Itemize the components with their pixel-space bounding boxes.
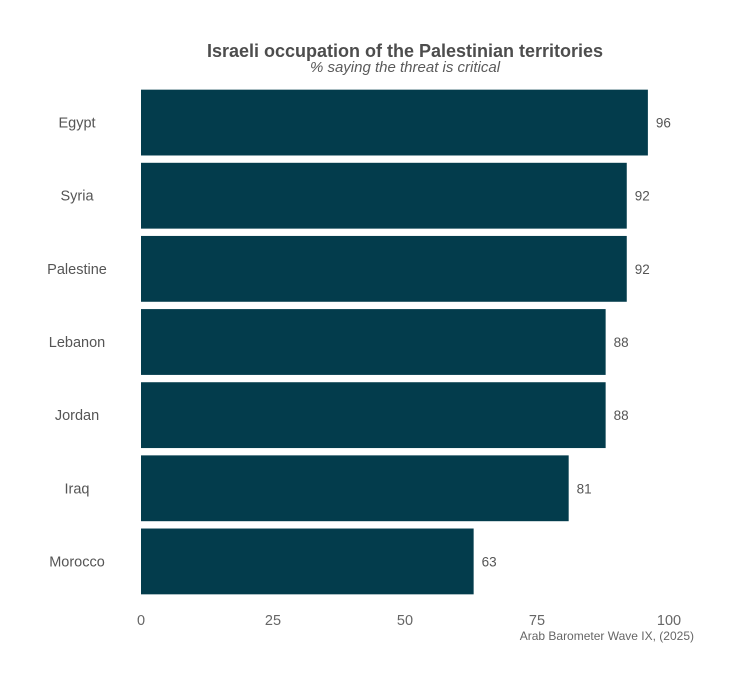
- bar-morocco: [141, 528, 474, 595]
- x-tick-label-0: 0: [137, 613, 145, 629]
- bar-egypt: [141, 89, 648, 156]
- x-axis: 0 25 50 75 100: [137, 613, 681, 629]
- value-label-syria: 92: [635, 189, 650, 204]
- value-label-iraq: 81: [577, 481, 592, 496]
- value-label-morocco: 63: [482, 554, 497, 569]
- bar-jordan: [141, 382, 606, 449]
- category-label-iraq: Iraq: [65, 481, 90, 497]
- chart-subtitle: % saying the threat is critical: [310, 59, 501, 76]
- value-labels: 96 92 92 88 88 81 63: [482, 116, 671, 570]
- x-tick-label-100: 100: [657, 613, 681, 629]
- category-label-palestine: Palestine: [47, 262, 107, 278]
- category-label-egypt: Egypt: [58, 116, 95, 132]
- bars: [141, 89, 648, 595]
- category-label-lebanon: Lebanon: [49, 335, 105, 351]
- x-tick-label-50: 50: [397, 613, 413, 629]
- value-label-jordan: 88: [614, 408, 629, 423]
- bar-palestine: [141, 235, 627, 302]
- x-tick-label-25: 25: [265, 613, 281, 629]
- bar-syria: [141, 162, 627, 229]
- category-label-syria: Syria: [60, 189, 94, 205]
- category-label-jordan: Jordan: [55, 408, 99, 424]
- category-label-morocco: Morocco: [49, 554, 105, 570]
- value-label-lebanon: 88: [614, 335, 629, 350]
- bar-iraq: [141, 455, 569, 522]
- value-label-palestine: 92: [635, 262, 650, 277]
- chart-title: Israeli occupation of the Palestinian te…: [207, 41, 603, 61]
- bar-lebanon: [141, 309, 606, 375]
- value-label-egypt: 96: [656, 116, 671, 131]
- chart-caption: Arab Barometer Wave IX, (2025): [520, 629, 694, 643]
- x-tick-label-75: 75: [529, 613, 545, 629]
- category-axis: Egypt Syria Palestine Lebanon Jordan Iraq Moro…: [47, 116, 107, 571]
